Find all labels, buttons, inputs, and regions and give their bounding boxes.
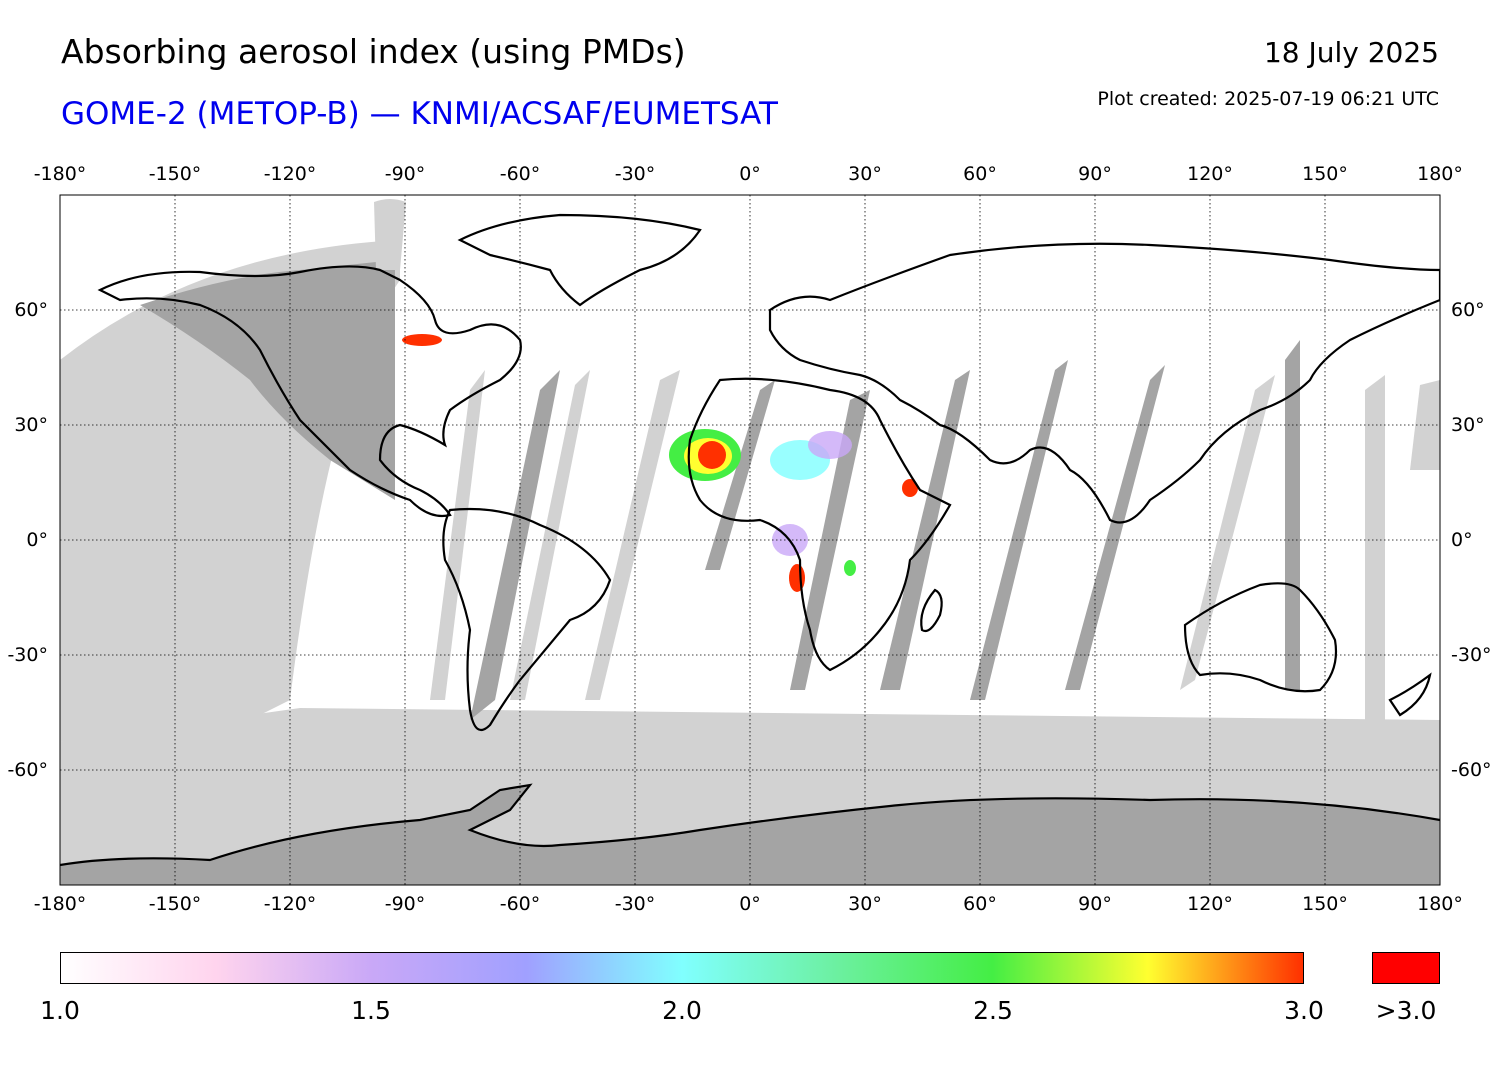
- gap-swath-4: [585, 370, 680, 700]
- colorbar-tick-label: 1.0: [40, 996, 80, 1025]
- lon-tick-label-bottom: -90°: [384, 893, 426, 915]
- lat-tick-label-left: -30°: [7, 644, 48, 666]
- lon-tick-label-top: 150°: [1302, 163, 1348, 185]
- lon-tick-label-top: -90°: [384, 163, 426, 185]
- lon-tick-label-top: -120°: [263, 163, 317, 185]
- gap-swath-2: [470, 370, 560, 720]
- chart-title: Absorbing aerosol index (using PMDs): [61, 32, 686, 71]
- lon-tick-label-top: -60°: [499, 163, 541, 185]
- no-data-north-america: [140, 260, 395, 500]
- no-data-regions: [60, 199, 1440, 885]
- aerosol-plumes: [402, 334, 918, 592]
- colorbar-tick-label: 2.5: [973, 996, 1013, 1025]
- plot-created-timestamp: Plot created: 2025-07-19 06:21 UTC: [1097, 88, 1439, 110]
- lat-tick-label-right: 60°: [1451, 299, 1485, 321]
- lon-tick-label-bottom: -60°: [499, 893, 541, 915]
- lat-tick-label-right: -60°: [1451, 759, 1492, 781]
- lat-tick-label-left: 30°: [14, 414, 48, 436]
- lon-tick-label-top: -30°: [614, 163, 656, 185]
- lon-tick-label-bottom: 90°: [1078, 893, 1112, 915]
- coastlines: [60, 213, 1440, 867]
- lon-tick-label-bottom: 180°: [1417, 893, 1463, 915]
- gap-swath-1: [430, 370, 485, 700]
- plume-sahara-west-peak: [698, 441, 726, 469]
- lon-tick-label-top: 180°: [1417, 163, 1463, 185]
- plume-angola: [789, 564, 805, 592]
- lat-tick-label-right: 30°: [1451, 414, 1485, 436]
- coast-new-zealand: [1388, 672, 1432, 717]
- lat-tick-label-right: 0°: [1451, 529, 1473, 551]
- lon-tick-label-top: 90°: [1078, 163, 1112, 185]
- coast-north-america: [97, 265, 522, 518]
- gap-swath-10: [1180, 375, 1275, 690]
- plume-libya: [808, 431, 852, 459]
- plume-canada: [402, 334, 442, 346]
- lon-tick-label-bottom: 150°: [1302, 893, 1348, 915]
- coast-australia: [1183, 582, 1338, 693]
- no-data-arctic-strip: [374, 199, 406, 270]
- colorbar-overflow-label: >3.0: [1375, 996, 1437, 1025]
- lat-tick-label-left: 0°: [26, 529, 48, 551]
- lon-tick-label-top: -150°: [148, 163, 202, 185]
- lon-tick-label-top: -180°: [33, 163, 87, 185]
- lon-tick-label-bottom: -30°: [614, 893, 656, 915]
- colorbar-tick-label: 2.0: [662, 996, 702, 1025]
- lat-tick-label-right: -30°: [1451, 644, 1492, 666]
- coast-greenland: [457, 213, 702, 307]
- lon-tick-label-bottom: -150°: [148, 893, 202, 915]
- gap-swath-6: [790, 390, 870, 690]
- coast-antarctica: [60, 783, 1440, 867]
- graticule: [60, 195, 1440, 885]
- coast-south-america: [442, 507, 612, 732]
- lon-tick-label-bottom: 0°: [739, 893, 761, 915]
- chart-subtitle: GOME-2 (METOP-B) — KNMI/ACSAF/EUMETSAT: [61, 96, 778, 132]
- coast-eurasia: [768, 242, 1440, 524]
- map-frame: [59, 194, 1441, 886]
- plume-red-sea: [902, 479, 918, 497]
- colorbar-overflow-swatch: [1372, 952, 1440, 984]
- lon-tick-label-top: 120°: [1187, 163, 1233, 185]
- observation-date: 18 July 2025: [1263, 36, 1439, 69]
- coast-madagascar: [920, 588, 943, 633]
- lat-tick-label-left: 60°: [14, 299, 48, 321]
- gap-swath-7: [880, 370, 970, 690]
- lon-tick-label-top: 30°: [848, 163, 882, 185]
- plume-congo: [844, 560, 856, 576]
- gap-swath-5: [705, 380, 775, 570]
- lon-tick-label-bottom: -180°: [33, 893, 87, 915]
- lon-tick-label-bottom: 60°: [963, 893, 997, 915]
- lon-tick-label-bottom: 30°: [848, 893, 882, 915]
- colorbar: [60, 952, 1304, 984]
- colorbar-tick-label: 3.0: [1284, 996, 1324, 1025]
- lon-tick-label-top: 60°: [963, 163, 997, 185]
- lon-tick-label-bottom: -120°: [263, 893, 317, 915]
- gap-swath-8: [970, 360, 1068, 700]
- gap-swath-11: [1285, 340, 1300, 690]
- lon-tick-label-bottom: 120°: [1187, 893, 1233, 915]
- gap-swath-3: [510, 370, 590, 700]
- lon-tick-label-top: 0°: [739, 163, 761, 185]
- gap-swath-12: [1365, 375, 1385, 720]
- colorbar-tick-label: 1.5: [351, 996, 391, 1025]
- lat-tick-label-left: -60°: [7, 759, 48, 781]
- gap-swath-9: [1065, 365, 1165, 690]
- coast-africa: [687, 377, 952, 672]
